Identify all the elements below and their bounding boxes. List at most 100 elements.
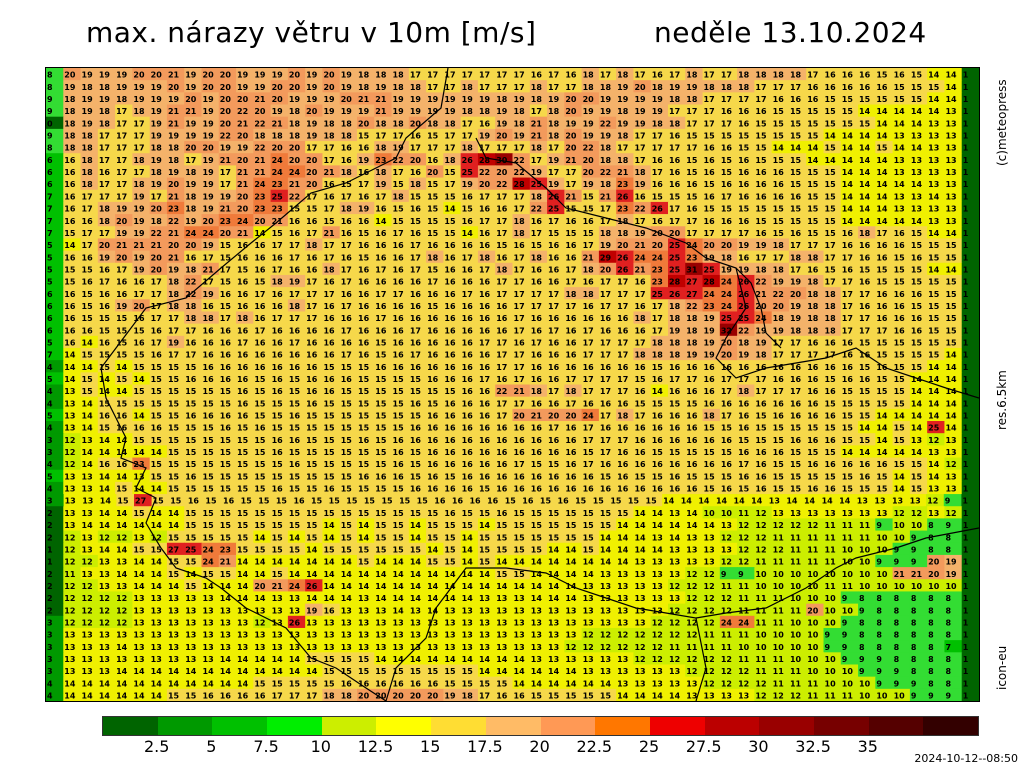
gust-value-label: 17 — [479, 83, 490, 92]
gust-value-label: 15 — [755, 132, 767, 141]
gust-value-label: 19 — [531, 168, 543, 177]
gust-value-label: 15 — [254, 472, 266, 481]
gust-value-label: 28 — [514, 180, 526, 189]
gust-value-label: 17 — [583, 351, 594, 360]
gust-value-label: 21 — [151, 241, 163, 250]
gust-value-label: 15 — [254, 521, 266, 530]
gust-value-label: 21 — [254, 156, 266, 165]
gust-value-label: 15 — [306, 424, 318, 433]
gust-value-label: 16 — [531, 71, 543, 80]
map-cell — [253, 92, 272, 106]
gust-value-label: 19 — [151, 119, 163, 128]
gust-value-label: 15 — [272, 424, 284, 433]
gust-value-label: 10 — [842, 545, 854, 554]
gust-value-label: 15 — [548, 509, 560, 518]
gust-value-label: 17 — [116, 168, 127, 177]
gust-value-label: 16 — [64, 192, 76, 201]
gust-value-label: 23 — [686, 253, 697, 262]
gust-value-label: 13 — [721, 521, 732, 530]
gust-value-label: 22 — [514, 168, 525, 177]
gust-value-label: 18 — [168, 290, 180, 299]
gust-value-label: 17 — [514, 399, 525, 408]
gust-value-label: 20 — [237, 156, 249, 165]
gust-value-label: 15 — [738, 205, 750, 214]
gust-value-label: 14 — [663, 497, 675, 506]
gust-value-label: 14 — [928, 399, 940, 408]
gust-value-label: 17 — [600, 278, 611, 287]
gust-value-label: 14 — [289, 558, 301, 567]
gust-value-label: 16 — [185, 375, 197, 384]
gust-value-label: 15 — [272, 545, 284, 554]
gust-value-label: 14 — [82, 448, 94, 457]
gust-value-label: 12 — [116, 533, 127, 542]
gust-value-label: 16 — [531, 485, 543, 494]
gust-value-label: 15 — [496, 521, 508, 530]
gust-value-label: 16 — [220, 412, 232, 421]
gust-value-label: 16 — [531, 363, 543, 372]
gust-value-label: 19 — [203, 290, 215, 299]
gust-value-label: 16 — [704, 144, 716, 153]
gust-value-label: 14 — [859, 144, 871, 153]
gust-value-label: 15 — [894, 351, 906, 360]
gust-value-label: 18 — [514, 217, 526, 226]
gust-value-label: 22 — [185, 278, 196, 287]
gust-value-label: 16 — [254, 314, 266, 323]
gust-value-label: 16 — [479, 460, 491, 469]
gust-value-label: 26 — [738, 302, 750, 311]
map-cell — [598, 68, 617, 81]
gust-value-label: 16 — [565, 424, 577, 433]
gust-value-label: 15 — [323, 460, 335, 469]
gust-value-label: 21 — [185, 107, 197, 116]
gust-value-label: 15 — [153, 497, 165, 506]
map-cell — [719, 92, 738, 106]
map-cell — [63, 92, 82, 106]
gust-value-label: 17 — [99, 144, 110, 153]
gust-value-label: 20 — [151, 71, 163, 80]
gust-value-label: 16 — [894, 290, 906, 299]
gust-value-label: 17 — [583, 338, 594, 347]
gust-value-label: 15 — [514, 545, 526, 554]
gust-value-label: 15 — [393, 424, 405, 433]
gust-value-label: 18 — [82, 144, 94, 153]
gust-value-label: 15 — [323, 399, 335, 408]
gust-value-label: 15 — [652, 472, 664, 481]
gust-value-label: 17 — [341, 278, 352, 287]
gust-value-label: 15 — [203, 460, 215, 469]
gust-value-label: 15 — [444, 545, 456, 554]
gust-value-label: 16 — [876, 363, 888, 372]
gust-value-label: 15 — [928, 253, 940, 262]
gust-value-label: 17 — [203, 278, 214, 287]
gust-value-label: 21 — [237, 180, 249, 189]
gust-value-label: 17 — [272, 241, 283, 250]
gust-value-label: 17 — [185, 156, 196, 165]
gust-value-label: 17 — [669, 217, 680, 226]
gust-value-label: 15 — [375, 412, 387, 421]
map-cell — [391, 104, 410, 118]
gust-value-label: 18 — [600, 144, 612, 153]
gust-value-label: 16 — [548, 253, 560, 262]
gust-value-label: 14 — [375, 558, 387, 567]
gust-value-label: 16 — [323, 485, 335, 494]
gust-value-label: 16 — [548, 351, 560, 360]
gust-value-label: 15 — [220, 485, 232, 494]
map-cell — [357, 68, 375, 81]
gust-value-label: 18 — [427, 119, 439, 128]
gust-value-label: 14 — [323, 558, 335, 567]
gust-value-label: 16 — [452, 497, 464, 506]
map-cell — [115, 68, 133, 81]
map-cell — [858, 68, 876, 81]
gust-value-label: 16 — [133, 278, 145, 287]
gust-value-label: 16 — [842, 265, 854, 274]
gust-value-label: 15 — [254, 278, 266, 287]
gust-value-label: 16 — [548, 485, 560, 494]
gust-value-label: 16 — [634, 387, 646, 396]
gust-value-label: 12 — [755, 521, 766, 530]
map-cell — [961, 80, 979, 93]
gust-value-label: 19 — [704, 338, 716, 347]
gust-value-label: 25 — [462, 168, 474, 177]
gust-value-label: 19 — [116, 229, 128, 238]
map-cell — [788, 104, 807, 118]
map-cell — [633, 104, 652, 118]
gust-value-label: 15 — [807, 132, 819, 141]
gust-value-label: 17 — [427, 71, 438, 80]
